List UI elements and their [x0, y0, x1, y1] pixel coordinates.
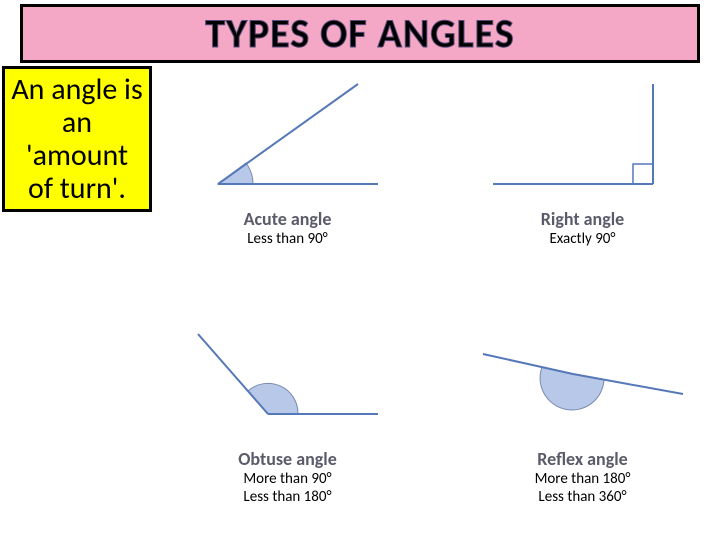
acute-desc: Less than 90° — [247, 230, 328, 248]
reflex-desc1: More than 180° — [535, 470, 631, 488]
definition-box: An angle is an 'amount of turn'. — [2, 66, 152, 212]
obtuse-diagram — [178, 314, 398, 444]
right-desc: Exactly 90° — [549, 230, 615, 248]
angle-right: Right angle Exactly 90° — [455, 74, 710, 304]
reflex-diagram — [473, 314, 693, 444]
reflex-label: Reflex angle — [537, 448, 627, 470]
title-banner: TYPES OF ANGLES — [20, 4, 700, 63]
acute-label: Acute angle — [244, 208, 332, 230]
page-title: TYPES OF ANGLES — [23, 9, 697, 58]
obtuse-desc1: More than 90° — [243, 470, 331, 488]
reflex-desc2: Less than 360° — [538, 488, 626, 506]
obtuse-label: Obtuse angle — [238, 448, 337, 470]
angle-acute: Acute angle Less than 90° — [160, 74, 415, 304]
angle-reflex: Reflex angle More than 180° Less than 36… — [455, 314, 710, 544]
right-diagram — [473, 74, 693, 204]
acute-diagram — [178, 74, 398, 204]
obtuse-desc2: Less than 180° — [243, 488, 331, 506]
angles-grid: Acute angle Less than 90° Right angle Ex… — [160, 74, 710, 544]
angle-obtuse: Obtuse angle More than 90° Less than 180… — [160, 314, 415, 544]
right-label: Right angle — [541, 208, 624, 230]
